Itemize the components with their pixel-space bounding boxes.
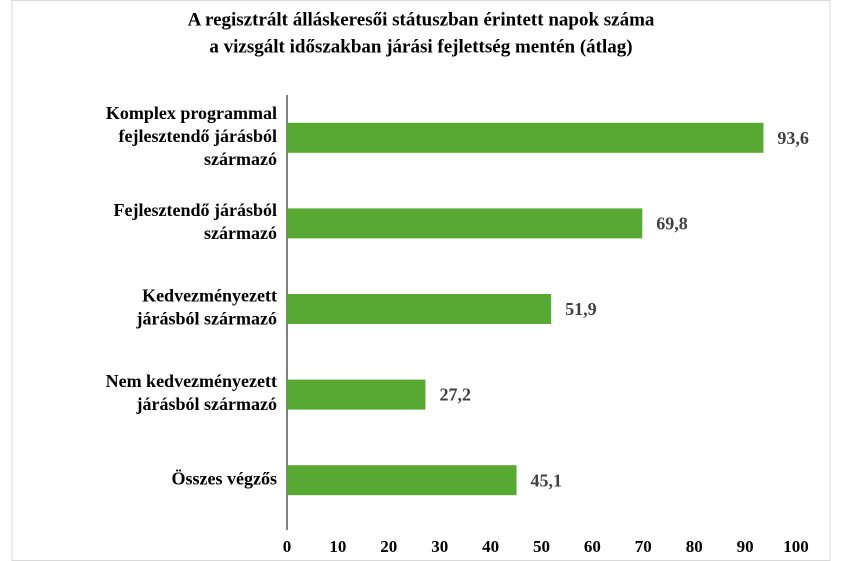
x-tick-label: 40 bbox=[482, 537, 499, 556]
value-label: 27,2 bbox=[439, 385, 471, 405]
y-tick-label: járásból származó bbox=[136, 309, 277, 329]
bar bbox=[287, 208, 643, 239]
value-label: 45,1 bbox=[531, 470, 563, 490]
bar bbox=[287, 294, 552, 324]
x-tick-label: 70 bbox=[635, 537, 652, 556]
x-tick-label: 50 bbox=[533, 537, 550, 556]
y-tick-label: származó bbox=[204, 223, 277, 243]
y-tick-label: származó bbox=[204, 149, 277, 169]
y-tick-label: Fejlesztendő járásból bbox=[114, 200, 277, 220]
x-tick-label: 30 bbox=[431, 537, 448, 556]
value-label: 93,6 bbox=[777, 128, 809, 148]
chart-title: A regisztrált álláskeresői státuszban ér… bbox=[188, 9, 655, 30]
x-tick-label: 80 bbox=[686, 537, 703, 556]
y-tick-label: Nem kedvezményezett bbox=[106, 371, 277, 391]
y-tick-label: Összes végzős bbox=[172, 468, 277, 488]
value-label: 69,8 bbox=[656, 214, 688, 234]
x-tick-label: 20 bbox=[380, 537, 397, 556]
x-tick-label: 0 bbox=[283, 537, 292, 556]
y-tick-label: járásból származó bbox=[136, 394, 277, 414]
y-tick-label: Komplex programmal bbox=[106, 103, 277, 123]
y-tick-label: Kedvezményezett bbox=[142, 286, 277, 306]
bar bbox=[287, 465, 517, 496]
chart-title: a vizsgált időszakban járási fejlettség … bbox=[209, 36, 632, 57]
x-tick-label: 100 bbox=[783, 537, 809, 556]
x-tick-label: 60 bbox=[584, 537, 601, 556]
bar bbox=[287, 122, 764, 153]
x-tick-label: 90 bbox=[737, 537, 754, 556]
x-tick-label: 10 bbox=[329, 537, 346, 556]
bar bbox=[287, 379, 426, 410]
y-tick-label: fejlesztendő járásból bbox=[119, 126, 277, 146]
value-label: 51,9 bbox=[565, 299, 597, 319]
